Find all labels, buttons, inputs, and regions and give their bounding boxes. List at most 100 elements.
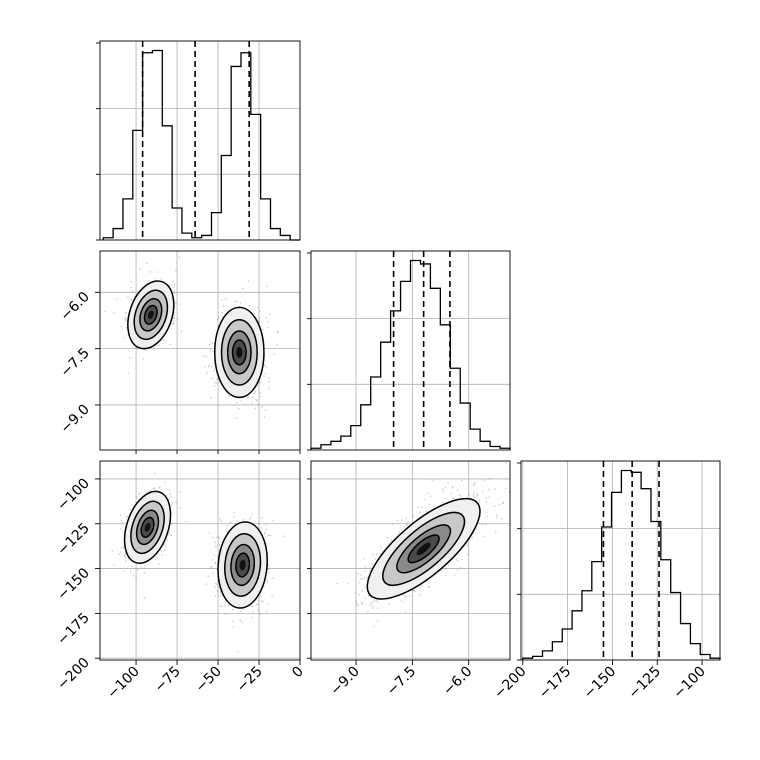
scatter-point [411,589,414,592]
scatter-point [168,489,170,491]
scatter-point [174,284,176,286]
scatter-point [175,302,177,305]
scatter-point [486,515,489,517]
contour-line [226,330,252,375]
scatter-point [409,595,411,597]
contour-line [366,497,481,600]
scatter-point [143,597,146,599]
contour-line [133,289,169,341]
contour-line [123,490,172,564]
scatter-point [364,597,367,599]
scatter-point [135,496,138,498]
contour-line [140,516,155,538]
scatter-point [405,596,408,598]
scatter-point [372,553,374,556]
scatter-point [172,320,175,322]
scatter-point [122,547,125,549]
scatter-point [425,510,428,513]
scatter-point [242,288,244,290]
scatter-point [233,511,235,514]
scatter-point [481,490,484,493]
scatter-point [265,285,268,288]
scatter-point [478,498,481,501]
scatter-point [138,493,140,495]
scatter-point [221,315,224,317]
scatter-point [403,595,406,597]
contour-line [139,298,163,332]
contour-line [135,509,160,546]
scatter-point [444,486,447,488]
scatter-point [131,290,134,293]
scatter-point [169,496,172,498]
scatter-point [172,317,175,319]
scatter-point [246,396,249,399]
scatter-point [171,322,173,325]
scatter-point [175,269,177,272]
scatter-point [377,601,380,603]
scatter-point [130,298,133,301]
scatter-point [488,496,491,498]
scatter-point [461,558,463,560]
scatter-point [161,554,164,556]
scatter-point [251,402,253,405]
scatter-point [164,543,166,545]
scatter-point [170,534,173,537]
scatter-point [211,377,213,380]
scatter-point [236,520,239,523]
scatter-point [130,280,132,283]
scatter-point [231,620,234,623]
scatter-point [485,497,488,499]
scatter-point [452,497,455,500]
scatter-point [471,536,473,538]
panel-content [311,461,536,660]
scatter-point [455,557,458,560]
scatter-point [369,565,371,568]
scatter-point [453,574,456,576]
scatter-point [141,566,143,568]
scatter-point [358,581,361,584]
scatter-point [180,330,183,332]
scatter-point [173,286,175,288]
scatter-point [207,575,209,577]
scatter-point [418,587,421,589]
scatter-point [488,477,491,480]
scatter-point [145,262,148,265]
contour-line [231,339,247,366]
scatter-point [266,581,269,584]
scatter-point [157,271,159,273]
density-level [147,310,154,320]
scatter-point [366,577,368,579]
axes-frame [99,460,301,661]
scatter-point [356,603,358,605]
scatter-point [441,488,444,490]
scatter-point [215,382,218,384]
scatter-point [170,522,172,524]
scatter-point [412,589,415,592]
scatter-point [268,388,270,390]
scatter-point [257,385,259,387]
scatter-point [388,603,390,606]
scatter-point [363,557,365,560]
scatter-point [260,395,262,398]
scatter-point [519,514,521,516]
scatter-point [241,621,244,624]
scatter-point [170,504,173,506]
scatter-point [354,592,357,595]
scatter-point [121,521,124,523]
scatter-point [359,577,362,580]
scatter-point [404,611,407,613]
contour-line [143,304,158,325]
contour-line [230,543,256,587]
scatter-point [224,613,227,615]
scatter-point [116,298,118,300]
scatter-point [534,484,536,486]
scatter-point [254,407,257,410]
scatter-point [412,515,414,518]
scatter-point [265,317,267,320]
x-tick-label-p3: −100 [670,664,709,703]
scatter-point [251,513,254,516]
scatter-point [267,534,269,536]
scatter-point [444,574,447,577]
scatter-point [347,582,349,585]
